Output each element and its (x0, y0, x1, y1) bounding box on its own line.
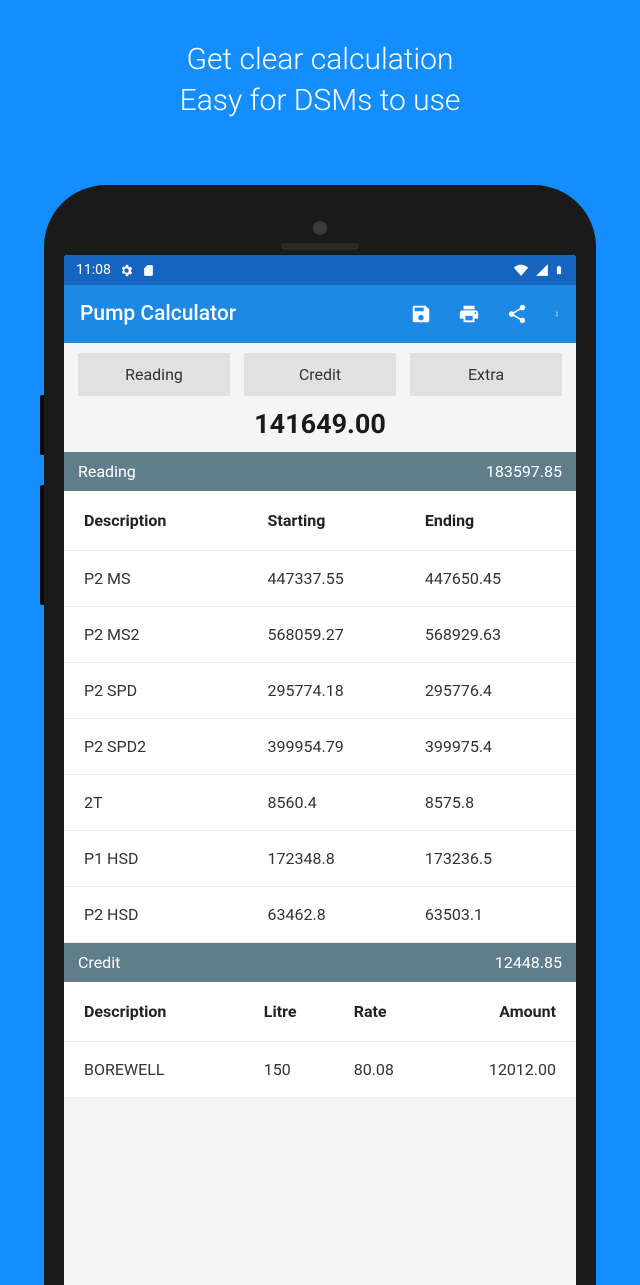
reading-section-header: Reading 183597.85 (64, 452, 576, 491)
reading-section-title: Reading (78, 462, 136, 481)
cell-starting: 172348.8 (268, 849, 425, 868)
cell-starting: 8560.4 (268, 793, 425, 812)
cell-starting: 399954.79 (268, 737, 425, 756)
phone-frame: 11:08 Pump Calcul (44, 185, 596, 1285)
cell-description: BOREWELL (84, 1060, 264, 1079)
tab-extra[interactable]: Extra (410, 353, 562, 396)
wifi-icon (512, 263, 530, 277)
overflow-menu-button[interactable] (554, 303, 560, 325)
print-button[interactable] (458, 303, 480, 325)
cell-ending: 8575.8 (425, 793, 556, 812)
promo-line-1: Get clear calculation (0, 40, 640, 81)
phone-side-button (40, 395, 44, 455)
table-row: BOREWELL 150 80.08 12012.00 (64, 1042, 576, 1098)
table-row: P2 HSD 63462.8 63503.1 (64, 887, 576, 943)
signal-icon (534, 263, 550, 277)
status-bar: 11:08 (64, 255, 576, 285)
cell-ending: 568929.63 (425, 625, 556, 644)
share-button[interactable] (506, 303, 528, 325)
col-litre: Litre (264, 1002, 354, 1021)
cell-ending: 447650.45 (425, 569, 556, 588)
save-button[interactable] (410, 303, 432, 325)
col-ending: Ending (425, 511, 556, 530)
table-row: P1 HSD 172348.8 173236.5 (64, 831, 576, 887)
table-row: P2 SPD 295774.18 295776.4 (64, 663, 576, 719)
cell-starting: 63462.8 (268, 905, 425, 924)
reading-section-total: 183597.85 (486, 462, 562, 481)
cell-amount: 12012.00 (444, 1060, 556, 1079)
cell-ending: 295776.4 (425, 681, 556, 700)
cell-description: P2 MS2 (84, 625, 268, 644)
grand-total: 141649.00 (64, 402, 576, 452)
app-title: Pump Calculator (80, 302, 410, 326)
cell-starting: 568059.27 (268, 625, 425, 644)
cell-description: 2T (84, 793, 268, 812)
reading-table-header: Description Starting Ending (64, 491, 576, 551)
sd-card-icon (142, 263, 155, 278)
col-description: Description (84, 1002, 264, 1021)
col-description: Description (84, 511, 268, 530)
app-bar: Pump Calculator (64, 285, 576, 343)
battery-icon (554, 262, 564, 278)
cell-description: P1 HSD (84, 849, 268, 868)
cell-rate: 80.08 (354, 1060, 444, 1079)
table-row: 2T 8560.4 8575.8 (64, 775, 576, 831)
cell-starting: 447337.55 (268, 569, 425, 588)
col-starting: Starting (268, 511, 425, 530)
tab-reading[interactable]: Reading (78, 353, 230, 396)
cell-ending: 63503.1 (425, 905, 556, 924)
credit-section-total: 12448.85 (495, 953, 562, 972)
cell-description: P2 SPD2 (84, 737, 268, 756)
cell-description: P2 SPD (84, 681, 268, 700)
table-row: P2 MS 447337.55 447650.45 (64, 551, 576, 607)
credit-table-header: Description Litre Rate Amount (64, 982, 576, 1042)
cell-description: P2 HSD (84, 905, 268, 924)
credit-section-header: Credit 12448.85 (64, 943, 576, 982)
cell-ending: 173236.5 (425, 849, 556, 868)
col-amount: Amount (444, 1002, 556, 1021)
cell-ending: 399975.4 (425, 737, 556, 756)
table-row: P2 SPD2 399954.79 399975.4 (64, 719, 576, 775)
content-area[interactable]: Reading 183597.85 Description Starting E… (64, 452, 576, 1285)
phone-side-button (40, 485, 44, 605)
cell-starting: 295774.18 (268, 681, 425, 700)
col-rate: Rate (354, 1002, 444, 1021)
table-row: P2 MS2 568059.27 568929.63 (64, 607, 576, 663)
tab-credit[interactable]: Credit (244, 353, 396, 396)
cell-litre: 150 (264, 1060, 354, 1079)
credit-section-title: Credit (78, 953, 120, 972)
phone-screen: 11:08 Pump Calcul (64, 255, 576, 1285)
cell-description: P2 MS (84, 569, 268, 588)
promo-headline: Get clear calculation Easy for DSMs to u… (0, 0, 640, 121)
promo-line-2: Easy for DSMs to use (0, 81, 640, 122)
tabs-row: Reading Credit Extra (64, 343, 576, 402)
status-time: 11:08 (76, 262, 111, 278)
gear-icon (119, 263, 134, 278)
